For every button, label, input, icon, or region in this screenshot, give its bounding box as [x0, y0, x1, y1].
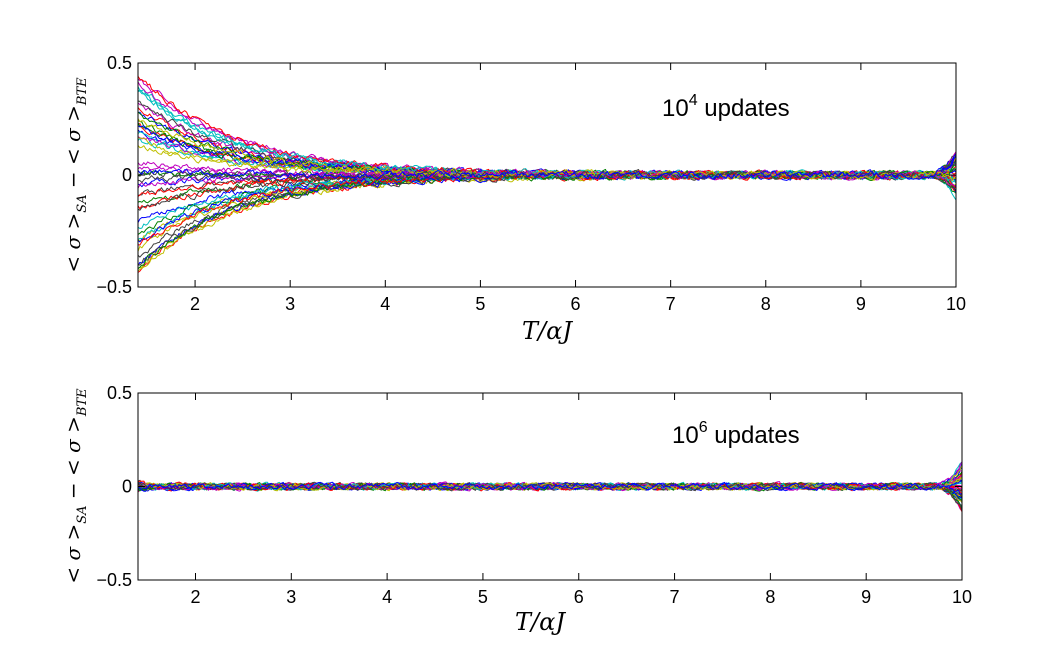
y-tick-label: 0.5 [107, 383, 132, 403]
x-tick-label: 4 [382, 587, 392, 607]
series-line [137, 89, 957, 182]
series-line [137, 480, 963, 491]
x-tick-label: 9 [861, 587, 871, 607]
x-tick-label: 5 [475, 294, 485, 314]
x-tick-label: 7 [670, 587, 680, 607]
x-tick-label: 6 [574, 587, 584, 607]
bottom-panel-x-axis-label: T/αJ [515, 608, 566, 636]
bottom-panel-10e6-updates: 2 3 4 5 6 7 8 9 10 −0.5 0 0.5 106 updates T/αJ < σ … [61, 383, 972, 636]
top-panel-x-axis-label: T/αJ [522, 317, 573, 345]
x-tick-label: 7 [666, 294, 676, 314]
bottom-panel-y-axis-label: < σ >SA − < σ >BTE [61, 388, 90, 584]
bottom-panel-series-group [137, 461, 963, 512]
x-tick-label: 8 [761, 294, 771, 314]
x-tick-label: 5 [478, 587, 488, 607]
y-tick-label: −0.5 [96, 570, 132, 590]
x-tick-label: 3 [286, 587, 296, 607]
top-panel-10e4-updates: 2 3 4 5 6 7 8 9 10 −0.5 0 0.5 104 updates T/αJ < σ … [61, 53, 966, 345]
top-panel-annotation: 104 updates [662, 92, 790, 122]
x-tick-label: 8 [765, 587, 775, 607]
x-tick-label: 2 [190, 294, 200, 314]
x-tick-label: 4 [380, 294, 390, 314]
series-line [137, 474, 963, 491]
bottom-panel-ticks: 2 3 4 5 6 7 8 9 10 −0.5 0 0.5 [96, 383, 972, 607]
top-panel-ticks: 2 3 4 5 6 7 8 9 10 −0.5 0 0.5 [96, 53, 966, 314]
y-tick-label: 0 [122, 477, 132, 497]
bottom-panel-annotation: 106 updates [672, 419, 800, 449]
x-tick-label: 9 [856, 294, 866, 314]
top-panel-y-axis-label: < σ >SA − < σ >BTE [61, 77, 90, 273]
y-tick-label: 0.5 [107, 53, 132, 73]
x-tick-label: 10 [952, 587, 972, 607]
top-panel-series-group [137, 76, 957, 273]
y-tick-label: −0.5 [96, 277, 132, 297]
x-tick-label: 10 [946, 294, 966, 314]
series-line [137, 156, 957, 181]
x-tick-label: 3 [285, 294, 295, 314]
x-tick-label: 6 [571, 294, 581, 314]
x-tick-label: 2 [190, 587, 200, 607]
series-line [137, 145, 957, 182]
y-tick-label: 0 [122, 165, 132, 185]
